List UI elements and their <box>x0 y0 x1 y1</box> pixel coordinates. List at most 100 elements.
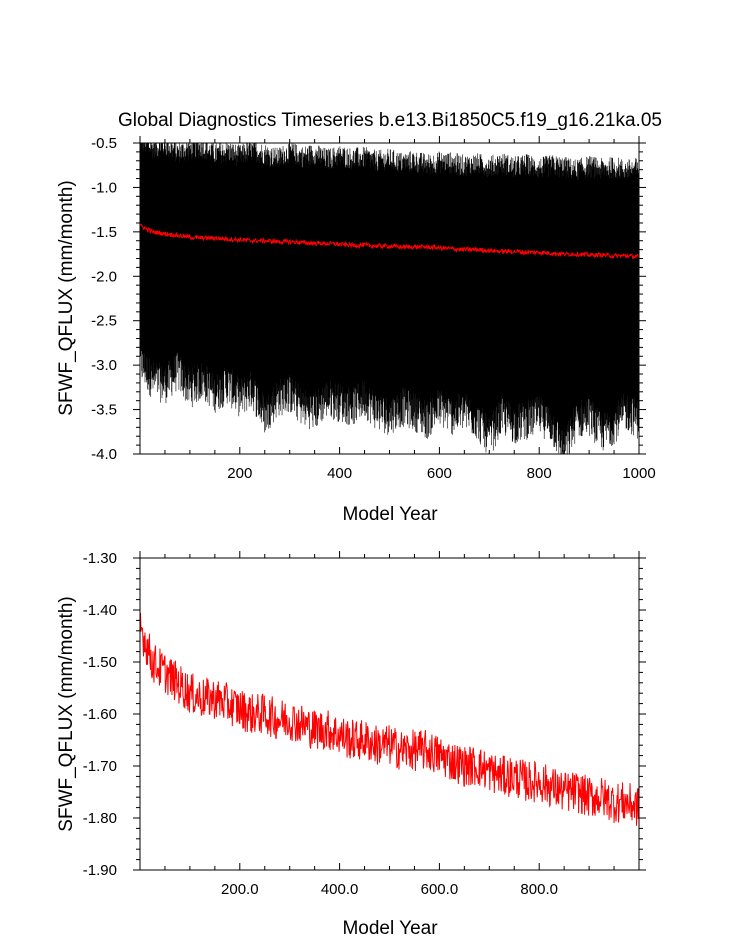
bottom-y-axis-label: SFWF_QFLUX (mm/month) <box>56 596 77 831</box>
bottom-point-annual <box>376 744 378 746</box>
top-point-annual <box>626 255 628 257</box>
top-point-annual <box>164 233 166 235</box>
top-point-annual <box>601 254 603 256</box>
bottom-point-annual <box>264 713 266 715</box>
bottom-point-annual <box>339 734 341 736</box>
top-series-annual <box>139 223 640 260</box>
top-point-annual <box>551 252 553 254</box>
top-point-annual <box>376 245 378 247</box>
top-point-annual <box>251 240 253 242</box>
top-point-annual <box>563 253 565 255</box>
bottom-point-annual <box>289 718 291 720</box>
bottom-point-annual <box>389 744 391 746</box>
top-y-tick-label: -4.0 <box>91 446 117 463</box>
bottom-point-annual <box>513 776 515 778</box>
bottom-point-annual <box>177 682 179 684</box>
top-chart-ticks: 200 400 600 800 1000 -0.5 -1.0 -1.5 -2.0 -2.5 -3.0… <box>91 135 656 482</box>
bottom-point-annual <box>439 755 441 757</box>
top-point-annual <box>239 239 241 241</box>
top-point-annual <box>152 231 154 233</box>
top-point-annual <box>351 244 353 246</box>
top-y-tick-label: -2.5 <box>91 313 117 330</box>
top-point-annual <box>464 249 466 251</box>
bottom-point-annual <box>526 781 528 783</box>
bottom-y-tick-label: -1.60 <box>83 706 117 723</box>
top-point-annual <box>264 240 266 242</box>
top-point-annual <box>227 238 229 240</box>
top-point-annual <box>426 246 428 248</box>
top-point-annual <box>276 241 278 243</box>
top-point-annual <box>301 242 303 244</box>
top-y-tick-label: -2.0 <box>91 268 117 285</box>
top-point-annual <box>439 247 441 249</box>
bottom-point-annual <box>314 729 316 731</box>
bottom-y-tick-label: -1.40 <box>83 602 117 619</box>
bottom-y-tick-label: -1.80 <box>83 810 117 827</box>
top-y-tick-label: -1.5 <box>91 224 117 241</box>
bottom-point-annual <box>563 791 565 793</box>
top-x-axis-label: Model Year <box>342 504 438 525</box>
top-x-tick-label: 400 <box>327 465 352 482</box>
bottom-point-annual <box>464 765 466 767</box>
bottom-point-annual <box>489 770 491 772</box>
bottom-point-annual <box>239 708 241 710</box>
top-point-annual <box>314 243 316 245</box>
bottom-point-annual <box>538 781 540 783</box>
bottom-point-annual <box>588 796 590 798</box>
bottom-y-tick-label: -1.90 <box>83 862 117 879</box>
bottom-point-annual <box>326 729 328 731</box>
top-point-annual <box>389 245 391 247</box>
bottom-point-annual <box>601 796 603 798</box>
top-x-tick-label: 600 <box>427 465 452 482</box>
top-y-axis-label: SFWF_QFLUX (mm/month) <box>56 180 77 415</box>
top-point-annual <box>451 248 453 250</box>
bottom-point-annual <box>364 739 366 741</box>
bottom-chart-marks <box>139 612 640 826</box>
top-point-annual <box>364 244 366 246</box>
top-chart: Global Diagnostics Timeseries b.e13.Bi18… <box>56 110 662 525</box>
bottom-point-annual <box>214 698 216 700</box>
top-y-tick-label: -1.0 <box>91 179 117 196</box>
bottom-point-annual <box>251 713 253 715</box>
top-x-tick-label: 200 <box>227 465 252 482</box>
bottom-point-annual <box>626 802 628 804</box>
bottom-point-annual <box>351 739 353 741</box>
bottom-point-annual <box>164 672 166 674</box>
bottom-y-tick-label: -1.50 <box>83 654 117 671</box>
bottom-point-annual <box>576 791 578 793</box>
bottom-point-annual <box>401 750 403 752</box>
top-x-tick-label: 1000 <box>622 465 655 482</box>
bottom-point-annual <box>426 750 428 752</box>
bottom-x-axis-label: Model Year <box>342 918 438 939</box>
bottom-point-annual <box>189 692 191 694</box>
top-point-annual <box>613 255 615 257</box>
top-point-annual <box>538 251 540 253</box>
bottom-point-annual <box>613 802 615 804</box>
top-point-annual <box>576 253 578 255</box>
top-point-annual <box>202 237 204 239</box>
top-chart-title: Global Diagnostics Timeseries b.e13.Bi18… <box>118 110 662 131</box>
top-point-annual <box>414 246 416 248</box>
bottom-point-annual <box>202 698 204 700</box>
top-point-annual <box>501 251 503 253</box>
bottom-point-annual <box>551 786 553 788</box>
top-y-tick-label: -3.0 <box>91 357 117 374</box>
top-point-annual <box>214 237 216 239</box>
bottom-point-annual <box>414 750 416 752</box>
bottom-x-tick-label: 600.0 <box>421 881 459 898</box>
bottom-point-annual <box>501 776 503 778</box>
bottom-point-annual <box>451 760 453 762</box>
top-point-annual <box>401 246 403 248</box>
bottom-y-tick-label: -1.70 <box>83 758 117 775</box>
bottom-x-tick-label: 400.0 <box>321 881 359 898</box>
top-y-tick-label: -0.5 <box>91 135 117 152</box>
top-point-annual <box>476 249 478 251</box>
bottom-point-annual <box>476 765 478 767</box>
top-x-tick-label: 800 <box>527 465 552 482</box>
bottom-point-annual <box>276 718 278 720</box>
top-point-annual <box>339 244 341 246</box>
bottom-y-tick-label: -1.30 <box>83 550 117 567</box>
bottom-chart-ticks: 200.0 400.0 600.0 800.0 -1.30 -1.40 -1.50 -1.60… <box>83 550 646 898</box>
top-series-monthly <box>139 143 640 454</box>
